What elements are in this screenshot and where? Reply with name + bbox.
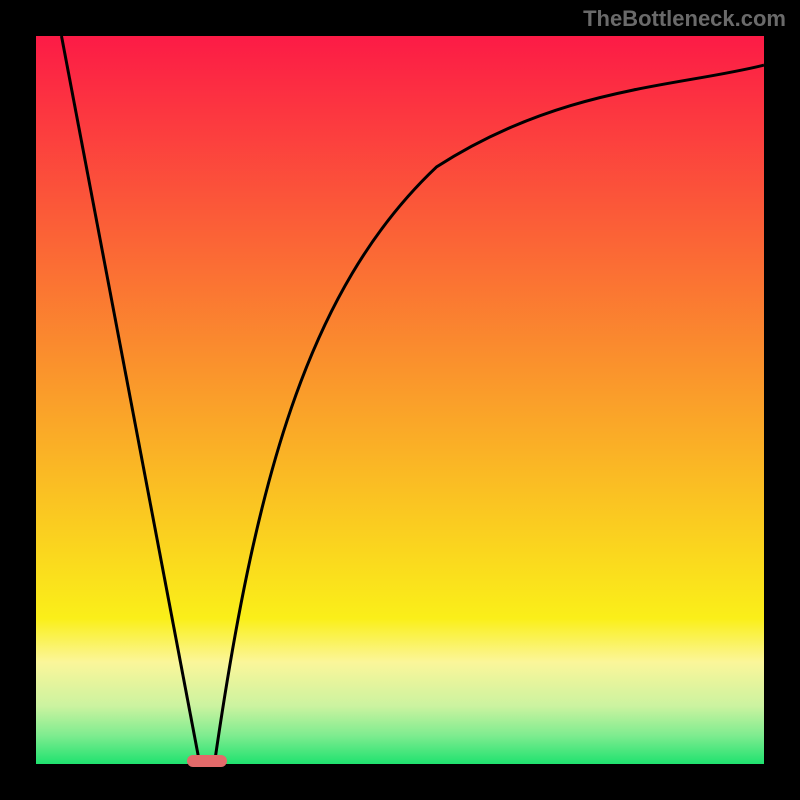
watermark-text: TheBottleneck.com: [583, 6, 786, 32]
chart-frame: TheBottleneck.com: [0, 0, 800, 800]
plot-area: [36, 36, 764, 764]
optimal-marker: [187, 755, 227, 767]
bottleneck-curve: [36, 36, 764, 764]
